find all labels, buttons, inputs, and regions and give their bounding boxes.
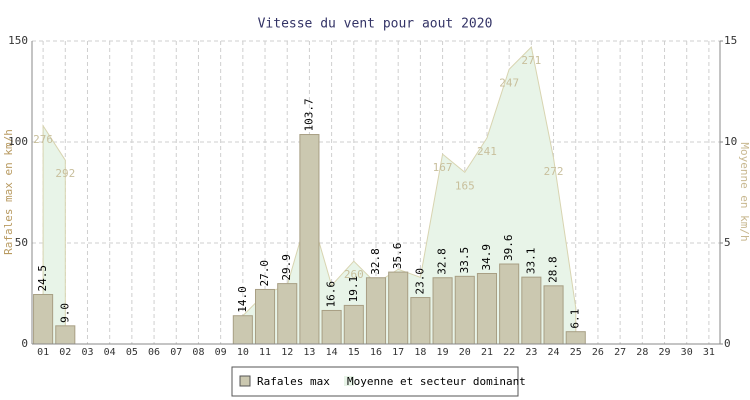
bar [343,304,364,345]
x-tick-label: 20 [459,347,471,358]
bar [55,325,76,345]
legend-label: Moyenne et secteur dominant [347,375,526,388]
value-label: 6.1 [569,309,582,329]
direction-label: 271 [521,54,541,67]
x-tick-label: 08 [192,347,204,358]
x-tick-label: 01 [37,347,49,358]
legend [231,366,519,397]
x-tick-label: 10 [237,347,249,358]
x-tick-label: 14 [326,347,338,358]
x-tick-label: 21 [481,347,493,358]
x-tick-label: 06 [148,347,160,358]
y2-tick-label: 5 [724,236,731,249]
value-label: 34.9 [480,244,493,271]
legend-label: Rafales max [257,375,330,388]
x-tick-label: 09 [215,347,227,358]
value-label: 23.0 [413,268,426,295]
value-label: 35.6 [391,243,404,270]
direction-label: 260 [344,268,364,281]
x-tick-label: 29 [658,347,670,358]
x-tick-label: 03 [81,347,93,358]
x-tick-label: 19 [437,347,449,358]
x-tick-label: 02 [59,347,71,358]
x-tick-label: 25 [570,347,582,358]
value-label: 32.8 [369,248,382,275]
x-tick-label: 05 [126,347,138,358]
x-tick-label: 11 [259,347,271,358]
chart-title: Vitesse du vent pour aout 2020 [258,17,493,32]
y-axis-label: Rafales max en km/h [2,129,15,255]
x-tick-label: 22 [503,347,515,358]
y-tick-label: 100 [8,135,28,148]
bar [432,277,453,345]
bar [499,263,520,345]
value-label: 9.0 [58,303,71,323]
y-tick-label: 150 [8,34,28,47]
x-tick-label: 12 [281,347,293,358]
y2-tick-label: 15 [724,34,737,47]
x-tick-label: 16 [370,347,382,358]
x-tick-label: 13 [303,347,315,358]
y-tick-label: 0 [21,337,28,350]
direction-label: 276 [33,133,53,146]
y2-tick-label: 0 [724,337,731,350]
bar [476,273,498,345]
x-tick-label: 04 [104,347,116,358]
bar [388,271,409,345]
direction-label: 165 [455,179,475,192]
x-tick-label: 28 [636,347,648,358]
x-tick-label: 17 [392,347,404,358]
value-label: 16.6 [325,281,338,308]
bar [454,275,475,345]
x-tick-label: 31 [703,347,715,358]
value-label: 27.0 [258,260,271,287]
x-tick-label: 15 [348,347,360,358]
value-label: 32.8 [436,248,449,275]
direction-label: 241 [477,145,497,158]
value-label: 33.1 [524,248,537,275]
bar [232,315,253,345]
bar [521,276,542,345]
direction-label: 247 [499,76,519,89]
bar [254,288,276,345]
value-label: 29.9 [280,254,293,281]
y2-axis-label: Moyenne en km/h [738,142,750,241]
direction-label: 272 [544,165,564,178]
x-tick-label: 24 [548,347,560,358]
bar [565,331,586,345]
value-label: 14.0 [236,286,249,313]
direction-label: 292 [55,167,75,180]
x-tick-label: 27 [614,347,626,358]
direction-label: 167 [433,161,453,174]
bar [410,297,431,345]
value-label: 28.8 [547,256,560,283]
bar [321,309,342,345]
x-tick-label: 07 [170,347,182,358]
value-label: 39.6 [502,235,515,262]
legend-swatch [344,376,354,386]
x-tick-label: 23 [525,347,537,358]
y-tick-label: 50 [15,236,28,249]
y2-tick-label: 10 [724,135,737,148]
value-label: 19.1 [347,276,360,303]
x-tick-label: 18 [414,347,426,358]
bar [33,294,54,345]
legend-swatch [239,375,251,387]
bar [543,285,564,345]
bar [277,283,298,345]
value-label: 24.5 [36,265,49,292]
bar [365,277,387,345]
value-label: 103.7 [302,98,315,131]
x-tick-label: 26 [592,347,604,358]
x-tick-label: 30 [681,347,693,358]
value-label: 33.5 [458,247,471,274]
bar [299,134,320,345]
